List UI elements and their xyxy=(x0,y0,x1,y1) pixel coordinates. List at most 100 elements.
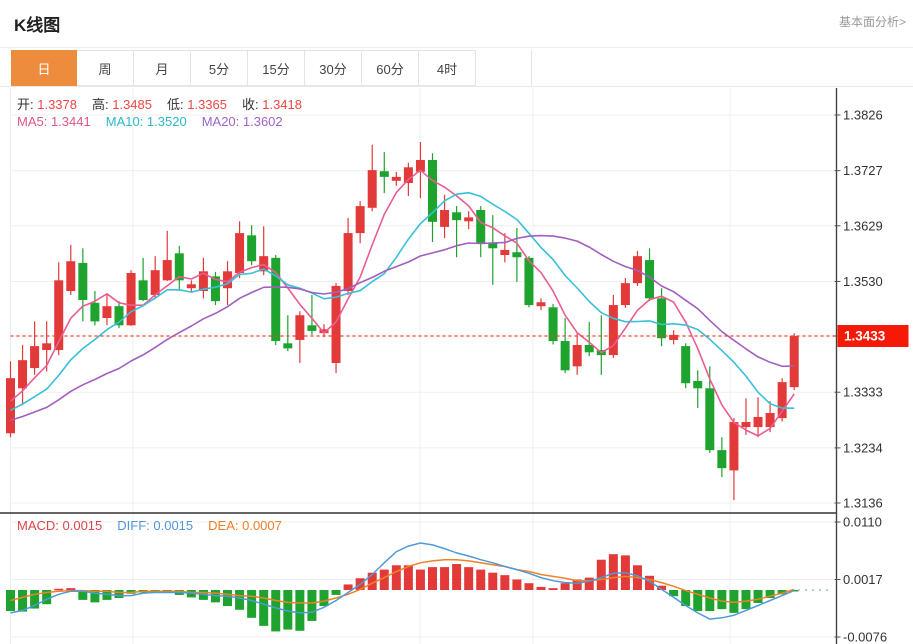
tab-5分[interactable]: 5分 xyxy=(191,50,248,86)
candle-body xyxy=(536,302,546,307)
tab-4时[interactable]: 4时 xyxy=(419,50,476,86)
candle-body xyxy=(464,217,474,222)
chart-canvas[interactable]: 1.3826 1.3727 1.3629 1.3530 1.3433 1.3333 1.32… xyxy=(0,87,913,644)
candle-body xyxy=(765,413,775,428)
price-tick-label: 1.3530 xyxy=(843,274,883,289)
macd-tick-label: 0.0110 xyxy=(843,514,882,529)
macd-bar xyxy=(596,559,606,590)
candle-body xyxy=(331,285,341,363)
candle-body xyxy=(608,305,618,356)
candle-body xyxy=(415,159,425,172)
candle-body xyxy=(66,261,76,292)
candle-body xyxy=(560,341,570,371)
candle-body xyxy=(705,388,715,451)
macd-bar xyxy=(66,588,76,590)
candle-body xyxy=(717,450,727,469)
macd-bar xyxy=(512,579,522,590)
macd-bar xyxy=(681,590,691,607)
macd-bar xyxy=(548,588,558,590)
macd-bar xyxy=(271,590,281,632)
candle-body xyxy=(90,302,100,322)
candle-body xyxy=(572,344,582,367)
candle-body xyxy=(512,252,522,258)
candle-body xyxy=(620,283,630,306)
candle-body xyxy=(379,171,389,177)
macd-bar xyxy=(415,569,425,590)
candle-body xyxy=(319,329,329,334)
macd-bar xyxy=(488,572,498,590)
macd-bar xyxy=(476,569,486,590)
macd-bar xyxy=(717,590,727,610)
candle-body xyxy=(488,243,498,249)
tab-60分[interactable]: 60分 xyxy=(362,50,419,86)
candle-body xyxy=(452,212,462,221)
macd-bar xyxy=(42,590,52,605)
macd-bar xyxy=(307,590,317,621)
candle-body xyxy=(271,257,281,342)
candle-body xyxy=(427,159,437,222)
candle-body xyxy=(307,325,317,331)
macd-bar xyxy=(560,583,570,590)
macd-bar xyxy=(669,590,679,597)
macd-bar xyxy=(343,584,353,590)
macd-bar xyxy=(464,567,474,590)
timeframe-tab-bar: 日周月 5分 15分 30分 60分 4时 xyxy=(11,50,913,86)
candle-body xyxy=(210,276,220,302)
tab-日[interactable]: 日 xyxy=(11,50,77,86)
macd-bar xyxy=(114,590,124,599)
candlestick-series xyxy=(6,141,799,501)
price-tick-label: 1.3727 xyxy=(843,163,883,178)
candle-body xyxy=(174,253,184,281)
ma10-line xyxy=(10,191,795,412)
macd-bar xyxy=(367,572,377,590)
candle-body xyxy=(126,273,136,326)
price-tick-label: 1.3333 xyxy=(843,385,883,400)
macd-bar xyxy=(223,590,233,607)
candle-body xyxy=(657,298,667,339)
candle-body xyxy=(777,382,787,419)
macd-bar xyxy=(705,590,715,612)
macd-bar xyxy=(259,590,269,626)
candle-body xyxy=(283,343,293,349)
candle-body xyxy=(584,344,594,353)
macd-tick-label: -0.0076 xyxy=(843,629,887,644)
candle-body xyxy=(247,235,257,262)
fundamental-analysis-link[interactable]: 基本面分析> xyxy=(838,15,906,29)
macd-series xyxy=(6,542,833,632)
page-title: K线图 xyxy=(14,16,61,35)
tab-月[interactable]: 月 xyxy=(134,50,191,86)
candle-body xyxy=(54,280,64,351)
tab-周[interactable]: 周 xyxy=(77,50,134,86)
candle-body xyxy=(669,334,679,340)
macd-bar xyxy=(247,590,257,618)
dea-line xyxy=(10,558,795,604)
tab-30分[interactable]: 30分 xyxy=(305,50,362,86)
macd-bar xyxy=(427,567,437,590)
gridlines xyxy=(10,88,837,644)
price-tick-label: 1.3234 xyxy=(843,440,883,455)
macd-bar xyxy=(584,577,594,590)
macd-bar xyxy=(572,579,582,590)
macd-bar xyxy=(78,590,88,600)
candle-body xyxy=(223,271,233,289)
candle-body xyxy=(632,256,642,284)
macd-bar xyxy=(524,583,534,590)
candle-body xyxy=(186,284,196,289)
candle-body xyxy=(548,307,558,342)
candle-body xyxy=(259,256,269,272)
candle-body xyxy=(295,315,305,340)
candle-body xyxy=(403,167,413,184)
candle-body xyxy=(729,422,739,471)
macd-bar xyxy=(693,590,703,612)
macd-tick-label: 0.0017 xyxy=(843,572,883,587)
diff-line xyxy=(10,542,795,620)
candle-body xyxy=(693,380,703,389)
macd-bar xyxy=(608,554,618,590)
macd-bar xyxy=(30,590,40,609)
current-price-tag: 1.3433 xyxy=(837,324,909,347)
macd-bar xyxy=(6,590,15,612)
tab-spacer xyxy=(476,50,532,86)
candle-body xyxy=(30,346,40,369)
kline-chart-area[interactable]: 开: 1.3378 高: 1.3485 低: 1.3365 收: 1.3418 MA5… xyxy=(0,86,913,644)
tab-15分[interactable]: 15分 xyxy=(248,50,305,86)
